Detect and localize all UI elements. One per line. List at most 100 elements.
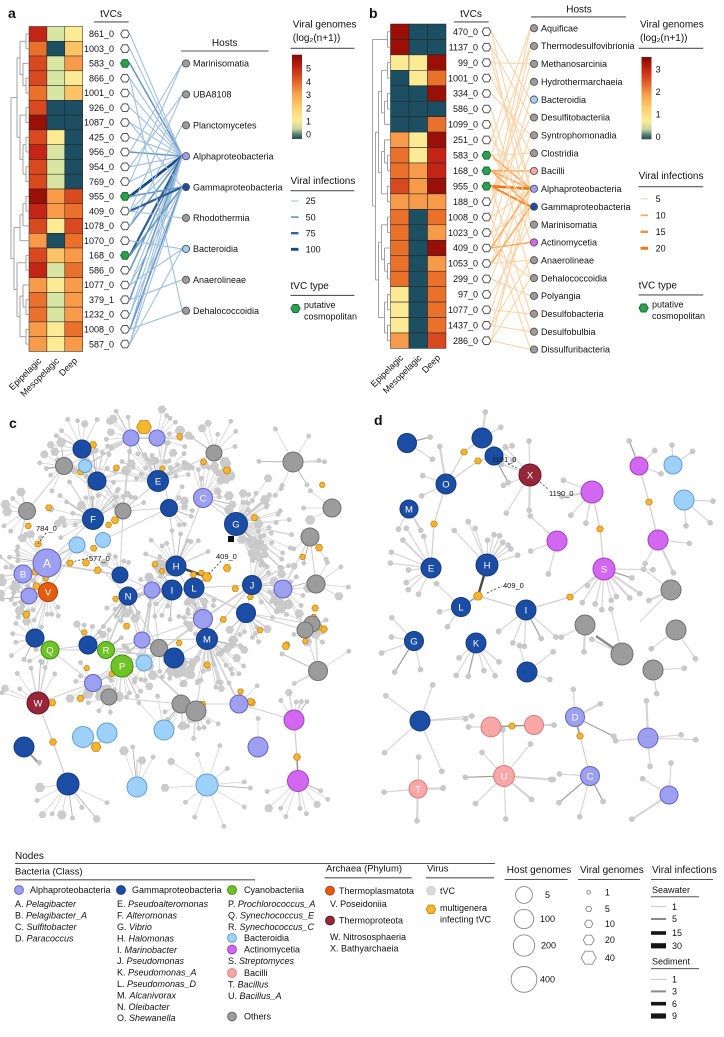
svg-text:409_0: 409_0 (503, 581, 524, 590)
svg-text:V: V (45, 587, 52, 598)
svg-text:C. Sulfitobacter: C. Sulfitobacter (15, 922, 78, 932)
svg-text:Methanosarcinia: Methanosarcinia (541, 59, 607, 69)
svg-text:T. Bacillus: T. Bacillus (228, 980, 269, 990)
svg-text:1: 1 (605, 888, 610, 898)
svg-text:1: 1 (306, 117, 311, 127)
svg-text:1070_0: 1070_0 (84, 236, 114, 246)
svg-text:200: 200 (541, 941, 556, 951)
svg-text:1053_0: 1053_0 (448, 259, 478, 269)
svg-text:D. Paracoccus: D. Paracoccus (15, 933, 74, 943)
svg-text:K: K (473, 638, 480, 649)
svg-text:5: 5 (306, 64, 311, 74)
svg-text:O. Shewanella: O. Shewanella (117, 1013, 176, 1023)
svg-text:1: 1 (656, 109, 661, 119)
svg-text:Thermodesulfovibrionia: Thermodesulfovibrionia (541, 41, 635, 51)
svg-text:J. Pseudomonas: J. Pseudomonas (117, 956, 185, 966)
svg-text:V. Poseidoniia: V. Poseidoniia (330, 899, 387, 909)
svg-text:Bacteroidia: Bacteroidia (541, 95, 586, 105)
svg-text:Alphaproteobacteria: Alphaproteobacteria (541, 184, 622, 194)
svg-text:Desulfitobacteriia: Desulfitobacteriia (541, 113, 610, 123)
svg-text:99_0: 99_0 (458, 58, 478, 68)
svg-text:Marinisomatia: Marinisomatia (193, 59, 249, 69)
svg-text:1077_0: 1077_0 (84, 280, 114, 290)
svg-text:Q. Synechococcus_E: Q. Synechococcus_E (228, 911, 315, 921)
svg-text:Bacteria (Class): Bacteria (Class) (15, 867, 83, 878)
svg-text:3: 3 (306, 90, 311, 100)
svg-text:M: M (203, 634, 211, 645)
svg-text:Viral genomes: Viral genomes (293, 20, 357, 31)
svg-text:Rhodothermia: Rhodothermia (193, 213, 250, 223)
svg-text:1232_0: 1232_0 (84, 310, 114, 320)
svg-text:409_0: 409_0 (453, 243, 478, 253)
svg-text:tVCs: tVCs (100, 9, 122, 20)
svg-text:100: 100 (540, 914, 555, 924)
svg-text:1099_0: 1099_0 (448, 120, 478, 130)
svg-text:putative: putative (652, 300, 684, 310)
svg-text:15: 15 (672, 928, 682, 938)
svg-text:2: 2 (306, 103, 311, 113)
svg-text:Viral infections: Viral infections (291, 176, 356, 187)
svg-text:P. Prochlorococcus_A: P. Prochlorococcus_A (228, 899, 315, 909)
svg-text:R: R (103, 645, 110, 656)
svg-text:H: H (173, 561, 180, 572)
svg-text:H. Halomonas: H. Halomonas (117, 933, 175, 943)
svg-text:Virus: Virus (427, 864, 449, 875)
svg-text:T: T (415, 784, 421, 795)
svg-text:Gammaproteobacteria: Gammaproteobacteria (132, 885, 222, 895)
svg-text:Bacilli: Bacilli (541, 166, 565, 176)
svg-text:Planctomycetes: Planctomycetes (193, 121, 257, 131)
svg-text:F: F (90, 514, 96, 525)
svg-text:Dehalococcoidia: Dehalococcoidia (193, 306, 259, 316)
svg-text:1008_0: 1008_0 (84, 325, 114, 335)
svg-text:putative: putative (304, 300, 336, 310)
svg-text:1008_0: 1008_0 (448, 212, 478, 222)
svg-text:Desulfobacteria: Desulfobacteria (541, 309, 604, 319)
svg-text:1191_0: 1191_0 (492, 455, 516, 464)
svg-text:583_0: 583_0 (89, 59, 114, 69)
svg-text:cosmopolitan: cosmopolitan (304, 312, 357, 322)
svg-text:1137_0: 1137_0 (449, 42, 478, 52)
svg-text:cosmopolitan: cosmopolitan (652, 311, 705, 321)
svg-text:Polyangia: Polyangia (541, 291, 581, 301)
svg-text:B. Pelagibacter_A: B. Pelagibacter_A (15, 911, 87, 921)
svg-text:tVC: tVC (440, 886, 456, 896)
svg-text:H: H (484, 560, 491, 571)
svg-text:188_0: 188_0 (453, 197, 478, 207)
svg-text:1023_0: 1023_0 (448, 228, 478, 238)
svg-text:425_0: 425_0 (89, 133, 114, 143)
svg-text:1078_0: 1078_0 (84, 221, 114, 231)
svg-text:97_0: 97_0 (458, 290, 478, 300)
svg-text:I: I (171, 585, 174, 596)
svg-text:W: W (34, 698, 43, 709)
svg-text:400: 400 (540, 975, 555, 985)
svg-text:tVC type: tVC type (291, 281, 330, 292)
svg-text:G. Vibrio: G. Vibrio (117, 922, 152, 932)
svg-text:1003_0: 1003_0 (84, 44, 114, 54)
svg-text:A: A (43, 556, 51, 570)
svg-text:tVCs: tVCs (460, 9, 482, 20)
svg-text:955_0: 955_0 (453, 181, 478, 191)
svg-text:3: 3 (656, 64, 661, 74)
svg-text:(log₂(n+1)): (log₂(n+1)) (640, 33, 688, 44)
svg-text:954_0: 954_0 (89, 162, 114, 172)
svg-text:9: 9 (672, 1011, 677, 1021)
svg-text:769_0: 769_0 (89, 177, 114, 187)
svg-text:Viral genomes: Viral genomes (580, 865, 644, 876)
svg-text:168_0: 168_0 (453, 166, 478, 176)
svg-text:25: 25 (306, 196, 316, 206)
svg-text:Nodes: Nodes (15, 851, 44, 862)
svg-text:Viral infections: Viral infections (652, 865, 717, 876)
svg-text:Others: Others (244, 1012, 272, 1022)
svg-text:W. Nitrososphaeria: W. Nitrososphaeria (330, 932, 406, 942)
svg-text:infecting tVC: infecting tVC (440, 915, 492, 925)
svg-text:(log₂(n+1)): (log₂(n+1)) (293, 33, 341, 44)
svg-text:251_0: 251_0 (453, 135, 478, 145)
svg-text:c: c (9, 415, 17, 431)
svg-text:0: 0 (306, 130, 311, 140)
svg-text:Seawater: Seawater (652, 885, 690, 895)
svg-text:Alphaproteobacteria: Alphaproteobacteria (30, 885, 111, 895)
svg-text:P: P (119, 661, 125, 672)
svg-text:Anaerolineae: Anaerolineae (193, 275, 246, 285)
svg-text:Marinisomatia: Marinisomatia (541, 220, 597, 230)
svg-text:1087_0: 1087_0 (84, 118, 114, 128)
